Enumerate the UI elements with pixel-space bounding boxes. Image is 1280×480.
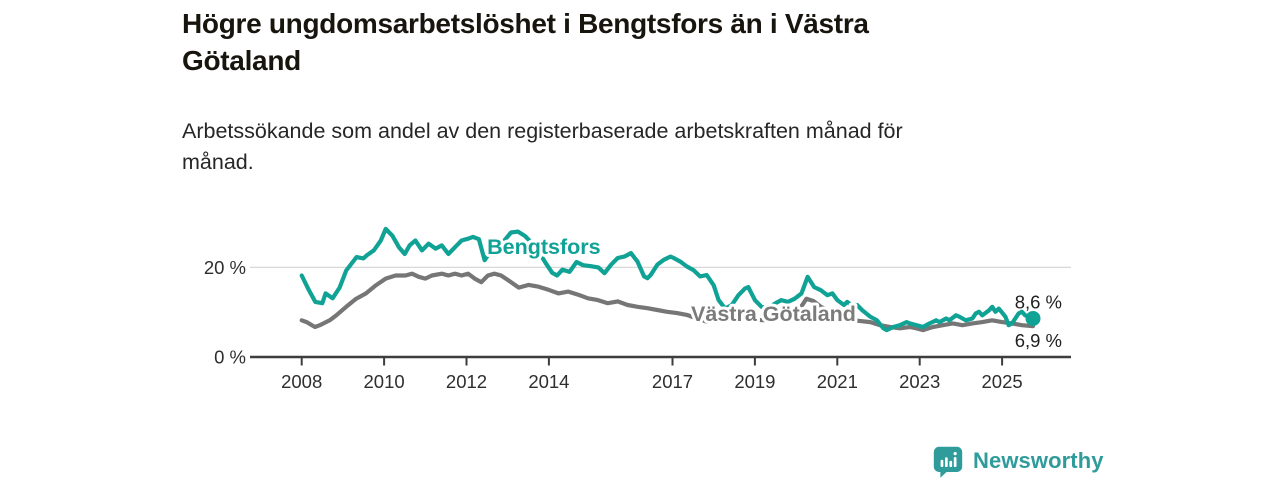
y-tick-label-20: 20 % [204, 257, 246, 278]
page-title: Högre ungdomsarbetslöshet i Bengtsfors ä… [182, 5, 1042, 79]
series-line-västra-götaland [299, 271, 1036, 333]
end-dot-bengtsfors [1025, 310, 1041, 326]
end-value-label-västra-götaland: 6,9 % [1015, 330, 1062, 351]
page-subtitle-line-1: Arbetssökande som andel av den registerb… [182, 119, 903, 143]
series-label-bengtsfors: Bengtsfors [487, 235, 601, 259]
x-tick-label-2014: 2014 [528, 371, 569, 392]
x-tick-label-2025: 2025 [982, 371, 1023, 392]
series-line-bengtsfors [299, 226, 1036, 333]
brand-name: Newsworthy [973, 448, 1104, 473]
x-tick-label-2023: 2023 [899, 371, 940, 392]
x-tick-label-2008: 2008 [281, 371, 322, 392]
y-tick-label-0: 0 % [214, 347, 246, 368]
x-tick-label-2017: 2017 [652, 371, 693, 392]
x-tick-label-2010: 2010 [364, 371, 405, 392]
newsworthy-speech-bubble-bar-chart-icon [933, 446, 963, 478]
page-subtitle-line-2: månad. [182, 150, 254, 174]
page-title-line-2: Götaland [182, 45, 301, 76]
x-tick-label-2019: 2019 [734, 371, 775, 392]
end-value-label-bengtsfors: 8,6 % [1015, 291, 1062, 312]
page-subtitle: Arbetssökande som andel av den registerb… [182, 116, 1062, 178]
x-tick-label-2021: 2021 [817, 371, 858, 392]
x-tick-label-2012: 2012 [446, 371, 487, 392]
page-title-line-1: Högre ungdomsarbetslöshet i Bengtsfors ä… [182, 8, 869, 39]
newsworthy-brand-link[interactable]: Newsworthy [932, 444, 1104, 478]
series-label-västra-götaland: Västra Götaland [691, 302, 856, 326]
